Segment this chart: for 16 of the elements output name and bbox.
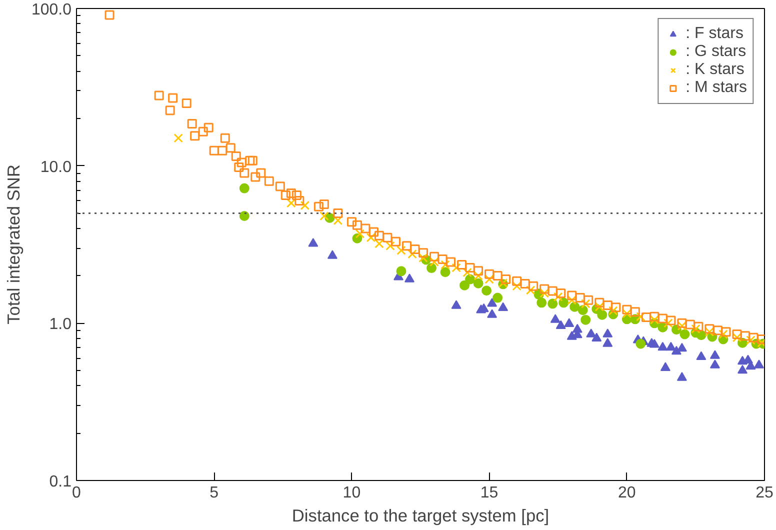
y-tick-label: 0.1 xyxy=(49,474,72,490)
x-tick-label: 25 xyxy=(756,484,774,502)
y-tick-label: 10.0 xyxy=(40,158,72,176)
x-tick-label: 10 xyxy=(342,484,361,502)
x-tick-label: 20 xyxy=(618,484,636,502)
legend-label: : M stars xyxy=(686,79,747,97)
y-tick-label: 1.0 xyxy=(49,316,72,334)
x-tick-label: 15 xyxy=(480,484,498,502)
legend-label: : F stars xyxy=(686,25,744,43)
y-axis-title: Total integrated SNR xyxy=(3,164,24,324)
x-axis-title: Distance to the target system [pc] xyxy=(292,506,550,526)
x-tick-label: 5 xyxy=(210,484,219,502)
x-tick-label: 0 xyxy=(72,484,82,502)
legend-label: : G stars xyxy=(686,43,746,61)
y-tick-label: 100.0 xyxy=(31,2,72,18)
legend-label: : K stars xyxy=(686,61,744,79)
